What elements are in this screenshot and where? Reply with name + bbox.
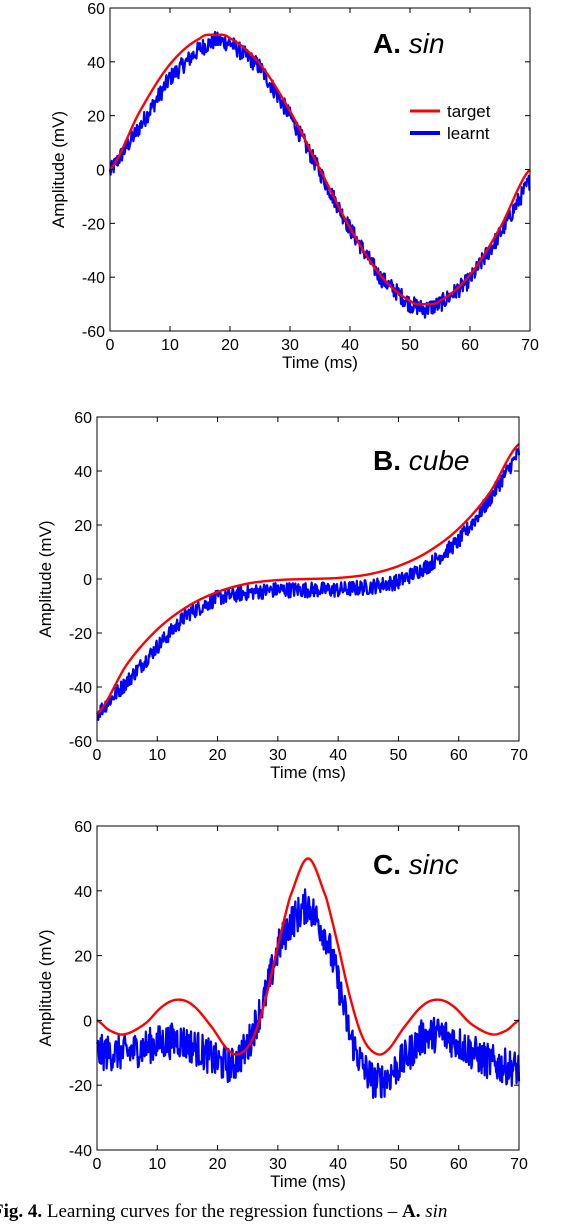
x-tick-label: 40 <box>329 1156 347 1173</box>
x-tick-label: 0 <box>93 1156 102 1173</box>
x-tick-label: 10 <box>148 747 166 764</box>
x-tick-label: 50 <box>401 337 419 354</box>
x-tick-label: 30 <box>269 1156 287 1173</box>
panel-title: A. sin <box>373 28 445 59</box>
panel-title-letter: C. <box>373 849 409 880</box>
y-tick-label: 40 <box>74 884 92 901</box>
panel-title-word: cube <box>409 445 470 476</box>
x-tick-label: 20 <box>209 747 227 764</box>
x-tick-label: 30 <box>269 747 287 764</box>
y-tick-label: 60 <box>74 819 92 836</box>
y-tick-label: 0 <box>83 1013 92 1030</box>
x-tick-label: 50 <box>390 1156 408 1173</box>
chart-panel-2: 0 10 20 30 40 50 60 70 -60 -40 -20 0 20 40 60 Time (ms)… <box>36 410 528 782</box>
y-tick-label: -20 <box>69 1078 92 1095</box>
y-tick-label: -20 <box>69 626 92 643</box>
x-tick-label: 60 <box>450 747 468 764</box>
x-axis-label: Time (ms) <box>282 353 358 372</box>
y-tick-label: -40 <box>82 270 105 287</box>
y-tick-label: -40 <box>69 680 92 697</box>
panel-title-letter: A. <box>373 28 409 59</box>
caption-ref-letter: A. <box>401 1201 421 1222</box>
legend: target learnt <box>410 102 491 143</box>
y-tick-label: -20 <box>82 216 105 233</box>
x-tick-label: 60 <box>461 337 479 354</box>
series-line-learnt <box>96 447 521 721</box>
x-tick-label: 0 <box>106 337 115 354</box>
x-axis-label: Time (ms) <box>270 763 346 782</box>
x-tick-label: 50 <box>390 747 408 764</box>
x-tick-label: 40 <box>341 337 359 354</box>
panel-title: B. cube <box>373 445 470 476</box>
x-axis-label: Time (ms) <box>270 1172 346 1191</box>
series-line-target <box>96 857 520 1056</box>
y-axis-label: Amplitude (mV) <box>49 111 68 228</box>
y-tick-label: 0 <box>83 572 92 589</box>
y-tick-label: 60 <box>74 410 92 427</box>
x-tick-label: 10 <box>161 337 179 354</box>
chart-panel-1: 0 10 20 30 40 50 60 70 -60 -40 -20 0 20 40 60 Time (ms)… <box>49 1 539 372</box>
series-line-learnt <box>95 888 521 1099</box>
y-tick-label: -40 <box>69 1143 92 1160</box>
panel-title-word: sin <box>409 28 445 59</box>
x-tick-label: 70 <box>510 747 528 764</box>
x-tick-label: 20 <box>221 337 239 354</box>
legend-label-target: target <box>447 102 491 121</box>
y-tick-label: 0 <box>96 163 105 180</box>
x-tick-label: 30 <box>281 337 299 354</box>
y-tick-label: 40 <box>87 55 105 72</box>
y-tick-label: 20 <box>74 949 92 966</box>
x-tick-label: 20 <box>209 1156 227 1173</box>
chart-panel-3: 0 10 20 30 40 50 60 70 -40 -20 0 20 40 60 Time (ms) Amp… <box>36 819 528 1191</box>
caption-ref-word: sin <box>425 1201 448 1222</box>
series-line-target <box>96 443 520 715</box>
y-tick-label: -60 <box>82 324 105 341</box>
y-tick-label: -60 <box>69 734 92 751</box>
panel-title-letter: B. <box>373 445 409 476</box>
x-tick-label: 70 <box>521 337 539 354</box>
panel-title: C. sinc <box>373 849 459 880</box>
figure-caption: Fig. 4. Learning curves for the regressi… <box>0 1201 447 1223</box>
y-tick-label: 20 <box>74 518 92 535</box>
y-tick-label: 60 <box>87 1 105 18</box>
y-tick-label: 20 <box>87 109 105 126</box>
x-tick-label: 70 <box>510 1156 528 1173</box>
x-tick-label: 10 <box>148 1156 166 1173</box>
y-axis-label: Amplitude (mV) <box>36 929 55 1046</box>
caption-text: Learning curves for the regression funct… <box>42 1201 402 1222</box>
x-tick-label: 60 <box>450 1156 468 1173</box>
series-line-learnt <box>108 30 531 319</box>
y-axis-label: Amplitude (mV) <box>36 520 55 637</box>
legend-label-learnt: learnt <box>447 124 490 143</box>
y-tick-label: 40 <box>74 464 92 481</box>
x-tick-label: 0 <box>93 747 102 764</box>
series-line-target <box>109 33 531 306</box>
caption-label: Fig. 4. <box>0 1201 43 1222</box>
plot-frame <box>96 825 520 1151</box>
panel-title-word: sinc <box>409 849 459 880</box>
x-tick-label: 40 <box>329 747 347 764</box>
